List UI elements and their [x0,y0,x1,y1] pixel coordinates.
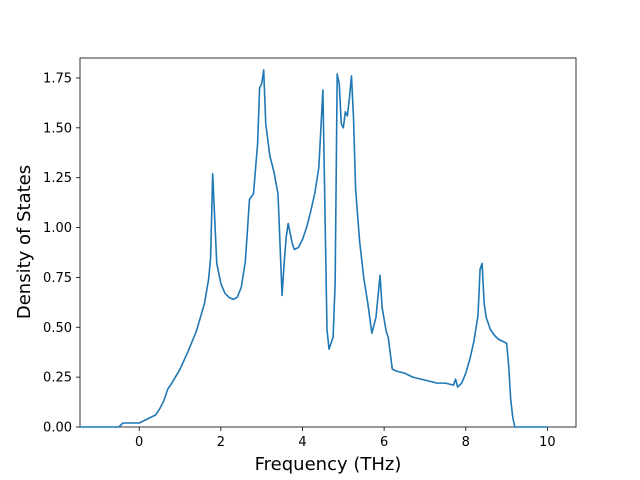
x-tick-label: 0 [135,435,143,450]
x-axis-label: Frequency (THz) [255,454,402,475]
dos-line [80,69,548,428]
series-layer [80,69,548,428]
x-tick-label: 2 [217,435,225,450]
x-tick-label: 8 [462,435,470,450]
x-tick-label: 10 [539,435,556,450]
plot-frame [79,57,577,428]
y-tick-label: 0.25 [43,371,72,386]
plot-area-border [79,57,577,428]
y-tick-label: 0.75 [43,271,72,286]
y-tick-label: 1.25 [43,171,72,186]
x-tick-label: 4 [298,435,306,450]
y-axis-label: Density of States [14,165,35,319]
x-tick-label: 6 [380,435,388,450]
y-tick-label: 0.00 [43,421,72,436]
x-axis: 0 2 4 6 8 10 [135,427,556,450]
y-tick-label: 1.50 [43,121,72,136]
y-tick-label: 1.00 [43,221,72,236]
y-axis: 0.00 0.25 0.50 0.75 1.00 1.25 1.50 1.75 [43,71,80,436]
y-tick-label: 1.75 [43,71,72,86]
y-tick-label: 0.50 [43,321,72,336]
